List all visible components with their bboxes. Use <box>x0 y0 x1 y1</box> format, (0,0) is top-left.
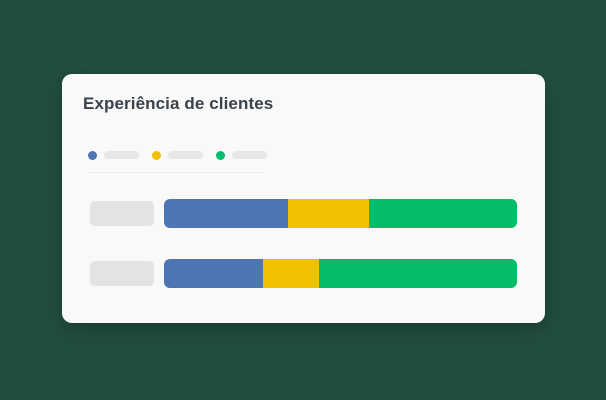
legend-entry-blue <box>88 150 139 160</box>
bar-segment-yellow <box>287 199 369 228</box>
bar-segment-green <box>319 259 517 288</box>
stacked-bar <box>164 199 517 228</box>
legend-entry-yellow <box>152 150 203 160</box>
chart-row-row-2 <box>90 259 517 288</box>
chart-legend <box>88 150 267 160</box>
row-label-placeholder <box>90 261 154 286</box>
bar-segment-green <box>368 199 517 228</box>
card-title: Experiência de clientes <box>83 94 274 113</box>
legend-color-dot-blue <box>88 150 97 160</box>
legend-divider <box>88 172 263 173</box>
legend-color-dot-green <box>216 150 225 160</box>
legend-entry-green <box>216 150 267 160</box>
legend-label-placeholder <box>232 151 267 159</box>
chart-row-row-1 <box>90 199 517 228</box>
bar-segment-yellow <box>262 259 320 288</box>
legend-label-placeholder <box>104 151 139 159</box>
legend-color-dot-yellow <box>152 150 161 160</box>
bar-segment-blue <box>164 199 288 228</box>
row-label-placeholder <box>90 201 154 226</box>
legend-label-placeholder <box>168 151 203 159</box>
customer-experience-card: Experiência de clientes <box>62 74 545 323</box>
bar-segment-blue <box>164 259 263 288</box>
stacked-bar <box>164 259 517 288</box>
